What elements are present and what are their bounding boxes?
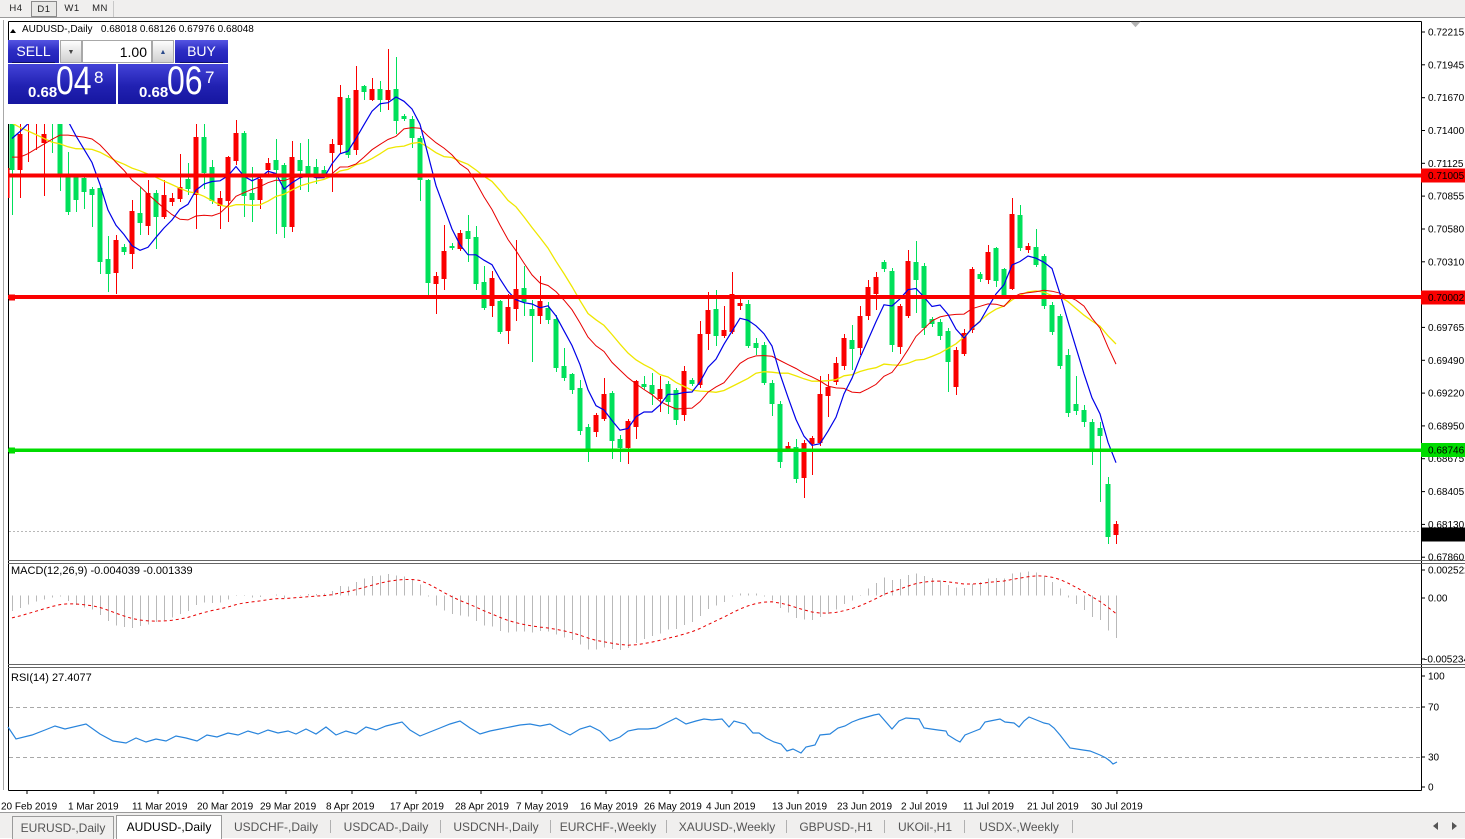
svg-text:0.68130: 0.68130 [1428, 520, 1465, 531]
svg-text:7 May 2019: 7 May 2019 [516, 802, 569, 813]
svg-text:0.68950: 0.68950 [1428, 421, 1465, 432]
svg-text:0.68405: 0.68405 [1428, 487, 1465, 498]
svg-text:0.71125: 0.71125 [1428, 159, 1464, 170]
svg-text:30: 30 [1428, 753, 1440, 764]
svg-text:0.68048: 0.68048 [1428, 530, 1465, 541]
svg-text:8 Apr 2019: 8 Apr 2019 [326, 802, 375, 813]
svg-text:30 Jul 2019: 30 Jul 2019 [1091, 802, 1143, 813]
svg-text:13 Jun 2019: 13 Jun 2019 [772, 802, 827, 813]
svg-text:0.67860: 0.67860 [1428, 553, 1465, 564]
svg-text:70: 70 [1428, 703, 1440, 714]
svg-text:16 May 2019: 16 May 2019 [580, 802, 638, 813]
svg-text:17 Apr 2019: 17 Apr 2019 [390, 802, 444, 813]
svg-text:100: 100 [1428, 672, 1445, 683]
svg-text:0.70310: 0.70310 [1428, 257, 1465, 268]
svg-text:11 Jul 2019: 11 Jul 2019 [963, 802, 1014, 813]
svg-text:23 Jun 2019: 23 Jun 2019 [837, 802, 892, 813]
svg-text:1 Mar 2019: 1 Mar 2019 [68, 802, 119, 813]
svg-text:0.71400: 0.71400 [1428, 126, 1465, 137]
svg-text:-0.005234: -0.005234 [1424, 655, 1465, 666]
svg-text:20 Feb 2019: 20 Feb 2019 [1, 802, 58, 813]
svg-text:0.68675: 0.68675 [1428, 454, 1465, 465]
svg-text:0.72215: 0.72215 [1428, 28, 1465, 39]
svg-text:0.70002: 0.70002 [1428, 293, 1465, 304]
svg-text:2 Jul 2019: 2 Jul 2019 [901, 802, 948, 813]
svg-text:29 Mar 2019: 29 Mar 2019 [260, 802, 317, 813]
svg-text:0.69765: 0.69765 [1428, 323, 1465, 334]
svg-text:26 May 2019: 26 May 2019 [644, 802, 702, 813]
svg-text:0.70580: 0.70580 [1428, 225, 1465, 236]
svg-text:0.71945: 0.71945 [1428, 60, 1465, 71]
svg-text:11 Mar 2019: 11 Mar 2019 [132, 802, 188, 813]
svg-text:0.71670: 0.71670 [1428, 93, 1465, 104]
svg-text:0.69220: 0.69220 [1428, 389, 1465, 400]
svg-text:0.71005: 0.71005 [1428, 171, 1465, 182]
svg-text:4 Jun 2019: 4 Jun 2019 [706, 802, 756, 813]
svg-text:21 Jul 2019: 21 Jul 2019 [1027, 802, 1079, 813]
svg-text:0.002522: 0.002522 [1428, 566, 1465, 577]
svg-text:0.68746: 0.68746 [1428, 446, 1465, 457]
svg-text:20 Mar 2019: 20 Mar 2019 [197, 802, 254, 813]
svg-text:0: 0 [1428, 783, 1434, 794]
svg-text:0.69490: 0.69490 [1428, 356, 1465, 367]
svg-text:0.70855: 0.70855 [1428, 192, 1465, 203]
svg-text:0.00: 0.00 [1428, 594, 1448, 605]
svg-text:28 Apr 2019: 28 Apr 2019 [455, 802, 509, 813]
